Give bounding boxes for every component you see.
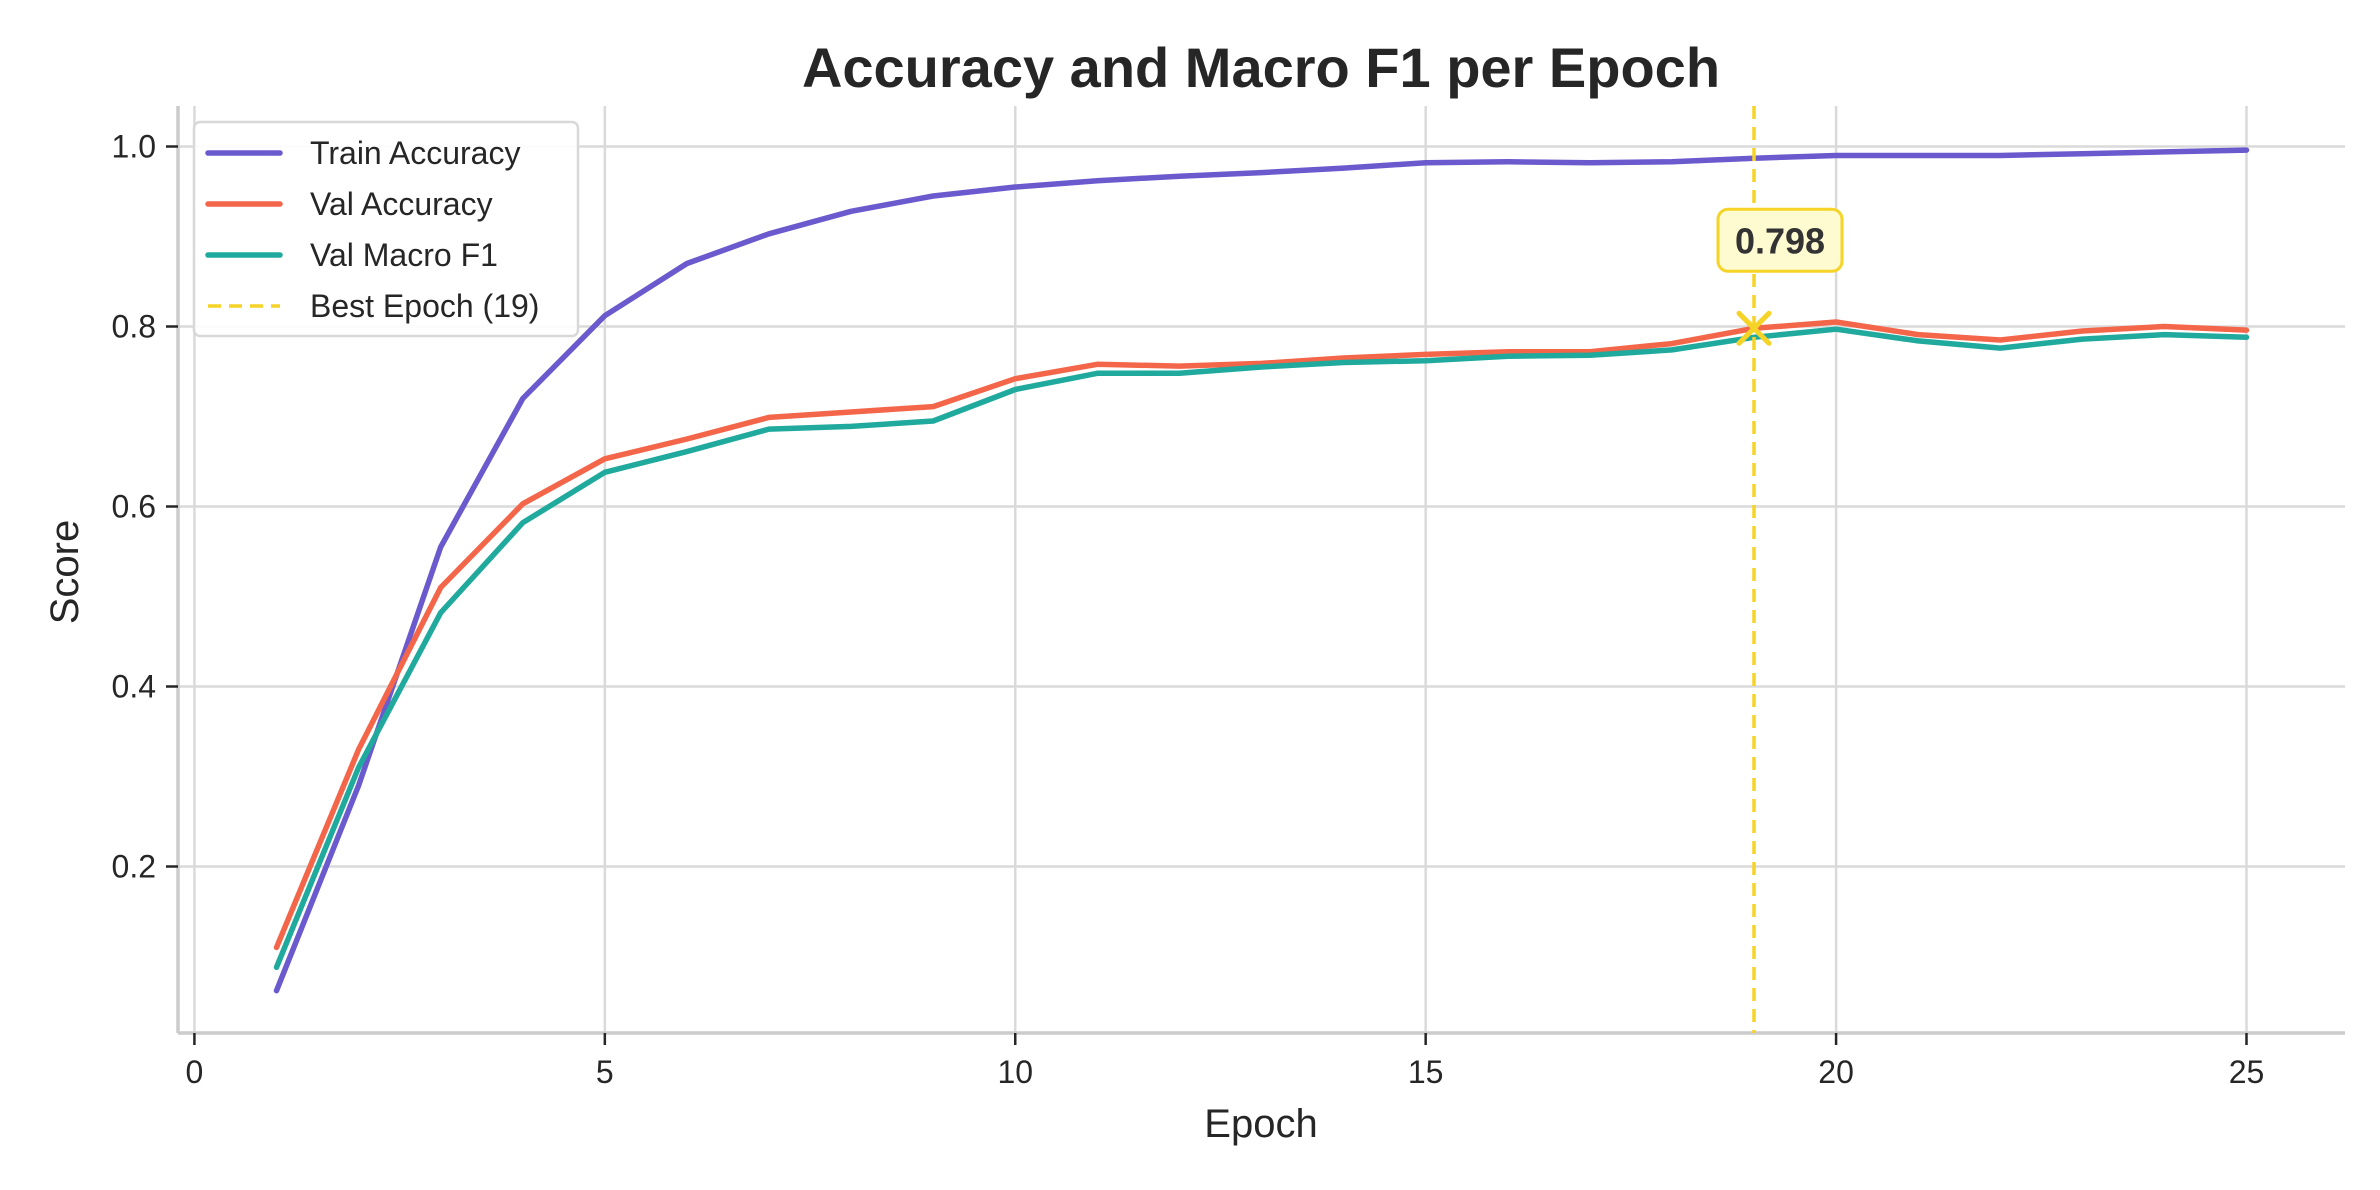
tick-labels: 0 5 10 15 20 25 0.2 0.4 0.6 0.8 1.0 (112, 129, 2265, 1091)
legend: Train Accuracy Val Accuracy Val Macro F1 Be… (192, 120, 580, 338)
x-tick-label: 25 (2229, 1054, 2265, 1090)
y-tick-label: 0.6 (112, 489, 156, 525)
x-tick-label: 20 (1818, 1054, 1854, 1090)
best-epoch-marker (1736, 310, 1772, 346)
y-tick-label: 0.8 (112, 309, 156, 345)
chart-title: Accuracy and Macro F1 per Epoch (802, 36, 1720, 99)
best-epoch-markers: 0.798 (1716, 106, 1844, 1033)
legend-label: Val Macro F1 (310, 237, 498, 273)
y-tick-label: 1.0 (112, 129, 156, 165)
x-tick-label: 10 (997, 1054, 1033, 1090)
y-axis-label: Score (43, 520, 87, 625)
series-line-val-accuracy (273, 319, 2250, 951)
series-line-train-accuracy (273, 147, 2250, 994)
best-epoch-annotation: 0.798 (1735, 220, 1825, 261)
legend-label: Train Accuracy (310, 135, 520, 171)
best-epoch-annotation-box (1716, 207, 1844, 273)
legend-frame (192, 120, 580, 338)
y-tick-label: 0.2 (112, 849, 156, 885)
legend-label: Val Accuracy (310, 186, 493, 222)
x-tick-label: 15 (1408, 1054, 1444, 1090)
legend-label: Best Epoch (19) (310, 288, 539, 324)
series-lines (273, 147, 2250, 994)
best-epoch-marker-stroke (1736, 310, 1772, 346)
x-tick-label: 5 (596, 1054, 614, 1090)
series-line-val-macro-f1 (273, 326, 2250, 971)
y-tick-label: 0.4 (112, 669, 156, 705)
x-tick-label: 0 (186, 1054, 204, 1090)
x-axis-label: Epoch (1204, 1102, 1317, 1146)
axes (166, 106, 2345, 1045)
